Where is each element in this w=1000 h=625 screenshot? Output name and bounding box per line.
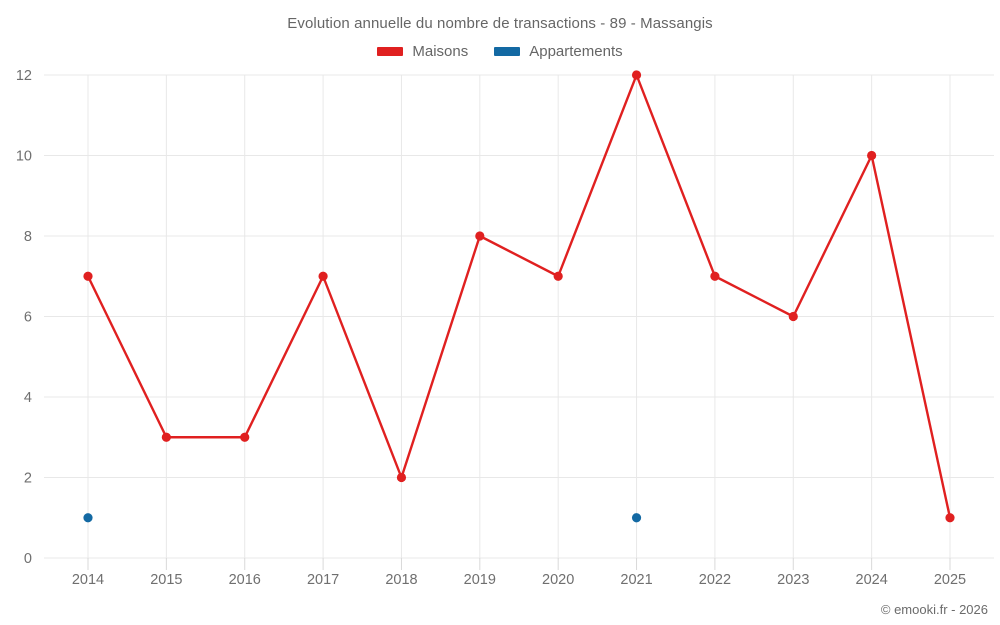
y-axis-tick-labels: 0 2 4 6 8 10 12: [16, 68, 32, 567]
legend-item-maisons[interactable]: Maisons: [377, 43, 468, 60]
data-point-maisons[interactable]: [318, 271, 328, 281]
x-axis-tick-label: 2015: [150, 572, 182, 588]
data-point-maisons[interactable]: [710, 271, 720, 281]
x-axis-tick-label: 2014: [72, 572, 104, 588]
series-markers: [83, 70, 955, 523]
x-axis-tick-label: 2019: [464, 572, 496, 588]
legend-swatch-maisons: [377, 47, 404, 56]
legend-label-maisons: Maisons: [412, 43, 469, 60]
x-axis-tick-label: 2025: [934, 572, 966, 588]
y-axis-tick-label: 10: [16, 149, 32, 165]
data-point-maisons[interactable]: [475, 231, 485, 241]
data-point-maisons[interactable]: [240, 432, 250, 442]
data-point-appartements[interactable]: [83, 513, 93, 523]
legend-swatch-appartements: [494, 47, 521, 56]
x-tick-marks: [87, 558, 951, 570]
y-axis-tick-label: 12: [16, 68, 32, 84]
x-axis-tick-label: 2023: [777, 572, 809, 588]
y-axis-tick-label: 8: [24, 229, 32, 245]
y-axis-tick-label: 4: [24, 390, 32, 406]
y-axis-tick-label: 6: [24, 310, 32, 326]
series-lines: [86, 73, 952, 519]
data-point-maisons[interactable]: [631, 70, 642, 80]
data-point-maisons[interactable]: [867, 150, 877, 161]
data-point-maisons[interactable]: [945, 513, 955, 523]
data-point-maisons[interactable]: [83, 271, 93, 281]
chart-title: Evolution annuelle du nombre de transact…: [287, 15, 713, 32]
data-point-maisons[interactable]: [553, 271, 563, 281]
y-axis-tick-label: 2: [24, 471, 32, 487]
x-axis-tick-label: 2020: [542, 572, 574, 588]
x-axis-tick-label: 2024: [856, 572, 888, 588]
x-axis-tick-label: 2021: [620, 572, 652, 588]
legend-item-appartements[interactable]: Appartements: [494, 43, 623, 60]
x-axis-tick-label: 2017: [307, 572, 339, 588]
footer-credit: © emooki.fr - 2026: [880, 602, 988, 617]
x-axis-tick-label: 2016: [229, 572, 261, 588]
chart-legend: Maisons Appartements: [0, 43, 1000, 60]
x-axis-tick-labels: 2014 2015 2016 2017 2018 2019 2020 2021 2022 2023…: [72, 572, 966, 588]
series-line-maisons: [86, 73, 952, 519]
x-axis-tick-label: 2018: [385, 572, 417, 588]
legend-label-appartements: Appartements: [529, 43, 623, 60]
data-point-maisons[interactable]: [396, 472, 407, 483]
data-point-maisons[interactable]: [788, 311, 798, 322]
grid-lines: [44, 74, 994, 559]
x-axis-tick-label: 2022: [699, 572, 731, 588]
data-point-appartements[interactable]: [631, 513, 642, 523]
y-axis-tick-label: 0: [24, 551, 32, 567]
data-point-maisons[interactable]: [161, 432, 171, 442]
